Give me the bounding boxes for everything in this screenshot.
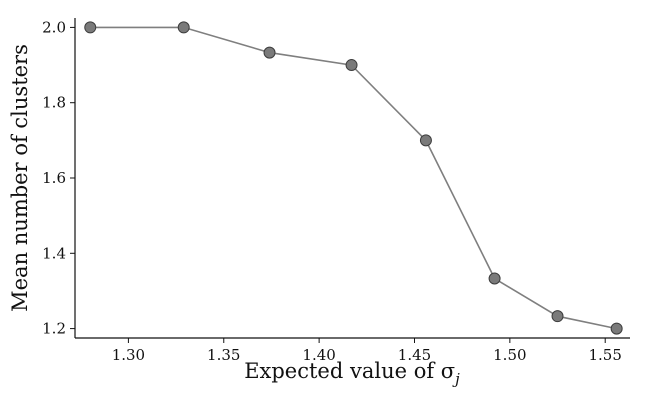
data-point: [551, 310, 564, 323]
data-point: [610, 322, 623, 335]
x-tick-label: 1.40: [302, 346, 335, 364]
ticks-layer: 1.30 1.35 1.40 1.45 1.50 1.55 1.2 1.4 1.6 1.8 2.0: [42, 18, 622, 364]
series-layer: [84, 21, 623, 335]
y-tick-label: 1.6: [42, 169, 66, 187]
data-point: [419, 134, 432, 147]
x-axis-label-subscript: j: [452, 370, 460, 388]
data-point: [263, 46, 276, 59]
x-tick-label: 1.50: [493, 346, 526, 364]
x-tick-label: 1.55: [589, 346, 622, 364]
x-tick-label: 1.35: [207, 346, 240, 364]
data-point: [488, 272, 501, 285]
x-tick-label: 1.45: [398, 346, 431, 364]
y-tick-label: 1.2: [42, 320, 66, 338]
y-tick-label: 2.0: [42, 18, 66, 36]
series-line: [90, 26, 617, 330]
data-point: [84, 21, 97, 34]
data-point: [177, 21, 190, 34]
y-tick-label: 1.8: [42, 94, 66, 112]
y-axis-label: Mean number of clusters: [8, 44, 32, 312]
data-point: [345, 59, 358, 72]
x-tick-label: 1.30: [112, 346, 145, 364]
x-axis-label: Expected value of σj: [244, 359, 460, 388]
y-tick-label: 1.4: [42, 244, 66, 262]
